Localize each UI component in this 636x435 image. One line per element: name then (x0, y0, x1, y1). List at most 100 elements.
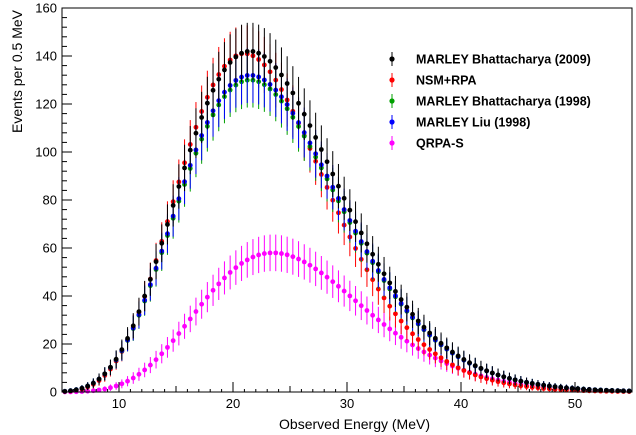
data-point (541, 382, 547, 388)
data-point (507, 376, 512, 381)
data-point (375, 317, 381, 323)
data-point (398, 297, 404, 302)
data-point (495, 372, 501, 378)
data-point (546, 383, 552, 389)
data-point (512, 377, 518, 383)
data-point (307, 123, 313, 129)
data-point (136, 309, 142, 314)
data-point (85, 383, 91, 389)
data-point (324, 274, 330, 280)
data-point (96, 376, 102, 382)
legend-marker (389, 119, 395, 125)
data-point (279, 251, 284, 256)
data-point (284, 81, 290, 86)
data-point (90, 380, 96, 386)
x-axis: 10 20 30 40 50 (61, 382, 633, 411)
data-point (358, 230, 364, 236)
legend-marker (389, 77, 395, 83)
data-point (256, 50, 262, 56)
data-point (313, 266, 319, 272)
data-point (324, 159, 330, 165)
data-point (381, 295, 387, 301)
data-point (398, 334, 404, 340)
data-point (581, 386, 586, 392)
data-point (153, 357, 159, 363)
data-point (273, 250, 279, 256)
data-point (136, 371, 142, 377)
data-point (125, 336, 130, 341)
data-point (96, 387, 102, 393)
data-point (222, 67, 227, 73)
data-point (478, 365, 484, 371)
series-1-points (62, 25, 632, 394)
data-point (461, 367, 467, 373)
y-axis: 0 20 40 60 80 100 120 140 160 (35, 1, 72, 400)
data-point (102, 386, 108, 392)
data-point (227, 270, 233, 275)
data-point (467, 370, 472, 376)
data-point (626, 388, 632, 394)
data-point (353, 298, 358, 304)
data-point (427, 347, 433, 352)
data-point (489, 370, 495, 376)
data-point (393, 289, 398, 294)
y-tick-label: 160 (35, 1, 57, 16)
data-point (364, 241, 370, 247)
x-tick-label: 30 (340, 396, 354, 411)
data-point (444, 359, 450, 364)
data-point (165, 222, 170, 227)
data-point (108, 385, 113, 391)
legend-item: MARLEY Bhattacharya (2009) (389, 52, 591, 67)
data-point (187, 316, 193, 322)
data-point (330, 171, 336, 177)
legend-label: NSM+RPA (416, 74, 477, 88)
data-point (478, 374, 484, 380)
data-point (558, 384, 564, 390)
data-point (130, 323, 136, 329)
data-point (621, 388, 626, 394)
data-point (62, 388, 68, 394)
data-point (415, 318, 421, 324)
data-point (233, 265, 239, 271)
data-point (393, 330, 398, 336)
data-point (250, 49, 256, 54)
data-point (113, 356, 119, 362)
x-tick-label: 40 (454, 396, 468, 411)
data-point (210, 87, 216, 93)
data-point (147, 276, 153, 282)
data-point (182, 165, 187, 171)
data-point (199, 301, 205, 307)
data-point (159, 351, 165, 357)
data-point (244, 257, 250, 263)
data-point (318, 270, 324, 276)
data-point (159, 240, 165, 246)
data-point (364, 308, 370, 313)
data-point (455, 365, 461, 371)
data-point (79, 385, 85, 391)
data-point (552, 384, 558, 390)
data-point (410, 331, 415, 337)
data-point (592, 387, 598, 393)
data-point (444, 345, 450, 351)
series-0-points (62, 22, 632, 394)
y-tick-label: 20 (43, 337, 57, 352)
data-point (393, 311, 398, 317)
data-point (307, 262, 313, 268)
data-point (387, 280, 393, 286)
legend-marker (389, 56, 395, 62)
y-axis-title: Events per 0.5 MeV (9, 9, 25, 133)
data-point (341, 195, 347, 201)
x-tick-label: 50 (568, 396, 582, 411)
data-point (113, 383, 119, 389)
data-point (233, 54, 239, 60)
data-point (193, 309, 199, 314)
data-point (330, 279, 336, 285)
data-point (358, 303, 364, 309)
legend: MARLEY Bhattacharya (2009) NSM+RPA MARLEY … (389, 52, 591, 151)
data-point (239, 261, 244, 266)
data-point (421, 342, 427, 348)
data-point (535, 382, 541, 387)
legend-marker (389, 140, 395, 146)
legend-label: MARLEY Bhattacharya (1998) (416, 95, 591, 109)
data-point (130, 375, 136, 381)
